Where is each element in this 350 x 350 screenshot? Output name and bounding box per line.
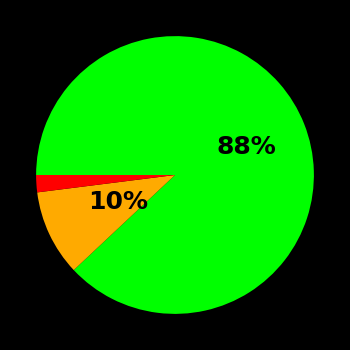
Text: 10%: 10%	[89, 190, 148, 214]
Wedge shape	[36, 36, 314, 314]
Wedge shape	[36, 175, 175, 192]
Text: 88%: 88%	[216, 135, 276, 159]
Wedge shape	[37, 175, 175, 270]
